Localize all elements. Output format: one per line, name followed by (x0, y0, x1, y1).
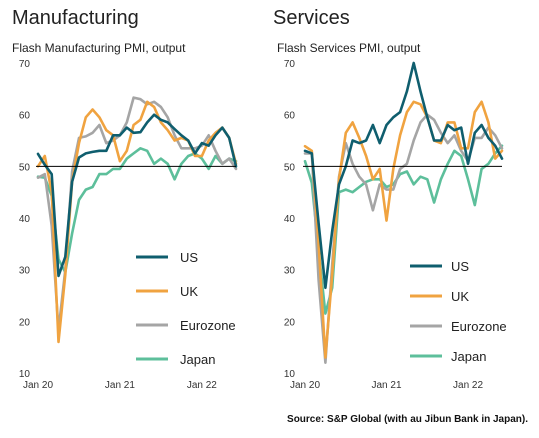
services-chart-title: Flash Services PMI, output (277, 41, 421, 55)
manufacturing-legend-label-eurozone: Eurozone (180, 318, 236, 333)
manufacturing-chart-title: Flash Manufacturing PMI, output (12, 41, 186, 55)
manufacturing-series-us-line (36, 113, 238, 278)
manufacturing-x-tick-label: Jan 22 (187, 380, 217, 391)
manufacturing-y-tick-label: 20 (19, 317, 31, 328)
services-legend-label-eurozone: Eurozone (451, 319, 507, 334)
manufacturing-legend-label-uk: UK (180, 284, 198, 299)
services-y-tick-label: 50 (284, 162, 296, 173)
services-plot: 10 20 30 40 50 60 70 Jan 20 Jan 21 Jan 22 US UK Euro… (284, 59, 507, 391)
manufacturing-legend-label-us: US (180, 250, 198, 265)
services-series-us-line (303, 61, 504, 290)
services-legend-label-uk: UK (451, 289, 469, 304)
manufacturing-y-tick-label: 10 (19, 369, 31, 380)
services-x-tick-label: Jan 21 (372, 380, 402, 391)
source-note: Source: S&P Global (with au Jibun Bank i… (287, 414, 528, 425)
manufacturing-heading: Manufacturing (12, 7, 139, 29)
manufacturing-panel: Manufacturing Flash Manufacturing PMI, o… (12, 7, 238, 391)
services-legend-label-us: US (451, 259, 469, 274)
services-y-tick-label: 30 (284, 266, 296, 277)
manufacturing-x-tick-label: Jan 21 (105, 380, 135, 391)
services-y-tick-label: 20 (284, 317, 296, 328)
services-x-tick-label: Jan 20 (290, 380, 320, 391)
manufacturing-y-tick-label: 70 (19, 59, 31, 70)
services-x-tick-label: Jan 22 (453, 380, 483, 391)
manufacturing-y-tick-label: 50 (19, 162, 31, 173)
manufacturing-plot: 10 20 30 40 50 60 70 Jan 20 Jan 21 Jan 22 US UK Euro… (19, 59, 238, 391)
services-y-tick-label: 40 (284, 214, 296, 225)
manufacturing-series-japan-line (36, 147, 238, 274)
services-panel: Services Flash Services PMI, output 10 20… (273, 7, 507, 391)
manufacturing-y-tick-label: 60 (19, 111, 31, 122)
manufacturing-legend-label-japan: Japan (180, 352, 215, 367)
manufacturing-y-tick-label: 40 (19, 214, 31, 225)
services-heading: Services (273, 7, 350, 29)
manufacturing-x-tick-label: Jan 20 (23, 380, 53, 391)
services-y-tick-label: 10 (284, 369, 296, 380)
services-y-tick-label: 70 (284, 59, 296, 70)
services-y-tick-label: 60 (284, 111, 296, 122)
services-legend-label-japan: Japan (451, 349, 486, 364)
manufacturing-y-tick-label: 30 (19, 266, 31, 277)
